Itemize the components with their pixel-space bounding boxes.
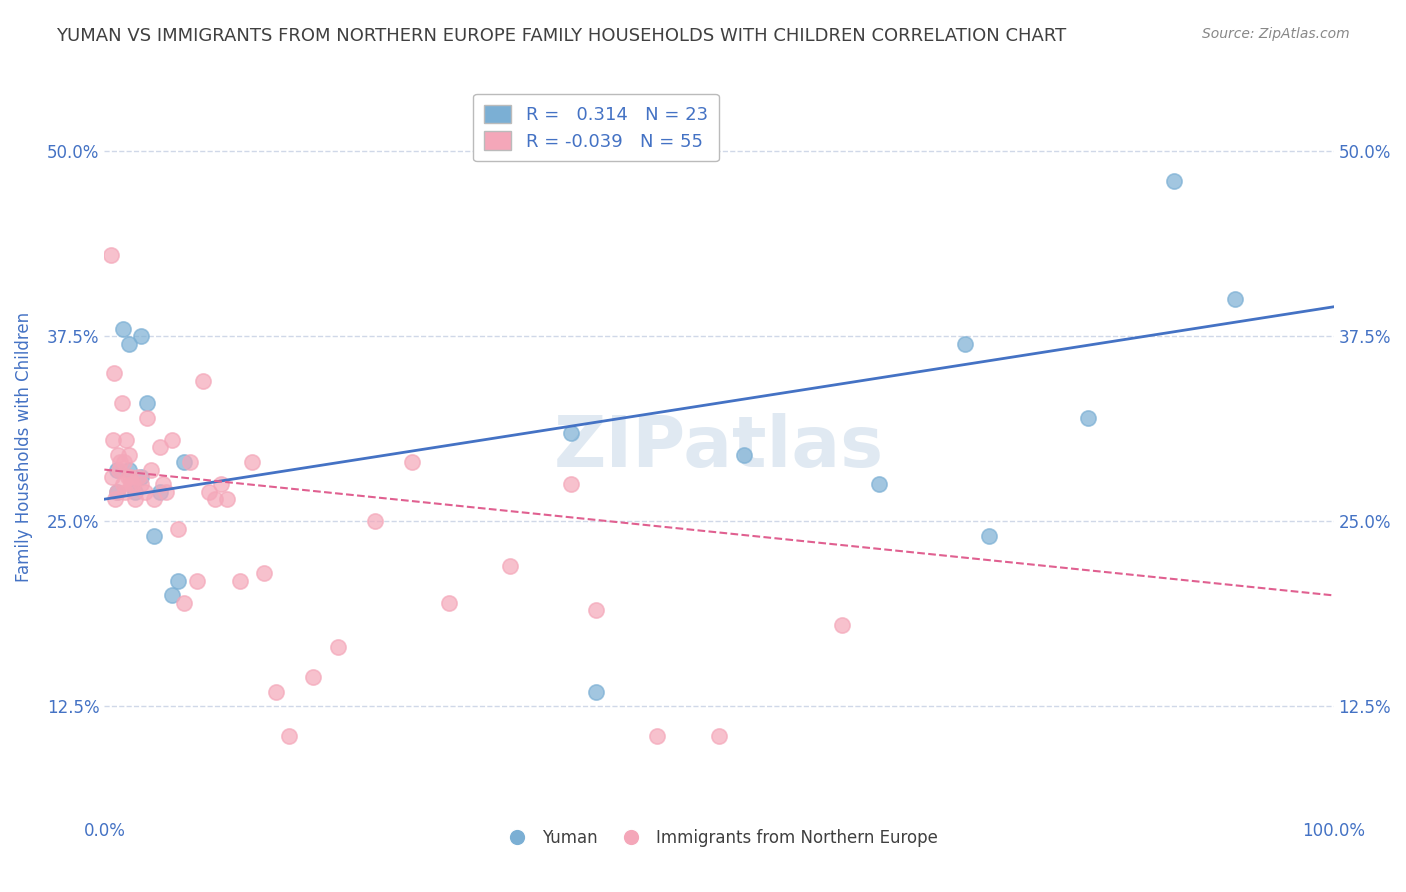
- Point: [499, 558, 522, 573]
- Point: [1225, 293, 1247, 307]
- Point: [105, 484, 128, 499]
- Point: [117, 470, 139, 484]
- Point: [160, 588, 183, 602]
- Text: ZIPatlas: ZIPatlas: [554, 413, 884, 482]
- Point: [217, 492, 239, 507]
- Point: [149, 484, 172, 499]
- Point: [204, 492, 226, 507]
- Point: [115, 433, 138, 447]
- Point: [167, 522, 190, 536]
- Y-axis label: Family Households with Children: Family Households with Children: [15, 312, 32, 582]
- Point: [437, 596, 460, 610]
- Point: [198, 484, 221, 499]
- Point: [114, 484, 136, 499]
- Point: [136, 396, 159, 410]
- Point: [142, 492, 165, 507]
- Point: [127, 470, 149, 484]
- Point: [129, 477, 152, 491]
- Point: [560, 477, 582, 491]
- Point: [979, 529, 1001, 543]
- Point: [124, 484, 146, 499]
- Point: [160, 433, 183, 447]
- Point: [647, 729, 669, 743]
- Point: [142, 529, 165, 543]
- Point: [253, 566, 276, 581]
- Point: [105, 462, 128, 476]
- Point: [121, 477, 143, 491]
- Point: [120, 470, 142, 484]
- Point: [118, 448, 141, 462]
- Point: [107, 448, 129, 462]
- Point: [173, 455, 195, 469]
- Point: [108, 462, 131, 476]
- Point: [101, 433, 124, 447]
- Point: [100, 248, 122, 262]
- Point: [326, 640, 349, 655]
- Point: [103, 367, 125, 381]
- Point: [105, 484, 128, 499]
- Point: [149, 441, 172, 455]
- Point: [129, 470, 152, 484]
- Point: [179, 455, 201, 469]
- Point: [277, 729, 299, 743]
- Legend: Yuman, Immigrants from Northern Europe: Yuman, Immigrants from Northern Europe: [494, 822, 945, 854]
- Point: [167, 574, 190, 588]
- Point: [953, 336, 976, 351]
- Point: [111, 322, 134, 336]
- Point: [139, 462, 162, 476]
- Point: [401, 455, 423, 469]
- Point: [209, 477, 232, 491]
- Point: [129, 329, 152, 343]
- Point: [266, 684, 288, 698]
- Point: [152, 477, 174, 491]
- Point: [173, 596, 195, 610]
- Point: [186, 574, 208, 588]
- Point: [136, 410, 159, 425]
- Point: [733, 448, 755, 462]
- Point: [364, 515, 387, 529]
- Point: [585, 684, 607, 698]
- Point: [240, 455, 263, 469]
- Point: [111, 477, 134, 491]
- Point: [228, 574, 250, 588]
- Point: [831, 618, 853, 632]
- Point: [868, 477, 890, 491]
- Point: [134, 484, 156, 499]
- Point: [104, 492, 127, 507]
- Point: [118, 336, 141, 351]
- Point: [1163, 174, 1185, 188]
- Point: [302, 670, 325, 684]
- Point: [1077, 410, 1099, 425]
- Point: [191, 374, 214, 388]
- Point: [124, 492, 146, 507]
- Point: [155, 484, 177, 499]
- Text: YUMAN VS IMMIGRANTS FROM NORTHERN EUROPE FAMILY HOUSEHOLDS WITH CHILDREN CORRELA: YUMAN VS IMMIGRANTS FROM NORTHERN EUROPE…: [56, 27, 1067, 45]
- Point: [118, 462, 141, 476]
- Point: [707, 729, 730, 743]
- Point: [100, 470, 122, 484]
- Point: [120, 477, 142, 491]
- Text: Source: ZipAtlas.com: Source: ZipAtlas.com: [1202, 27, 1350, 41]
- Point: [110, 396, 132, 410]
- Point: [585, 603, 607, 617]
- Point: [112, 455, 135, 469]
- Point: [560, 425, 582, 440]
- Point: [110, 455, 132, 469]
